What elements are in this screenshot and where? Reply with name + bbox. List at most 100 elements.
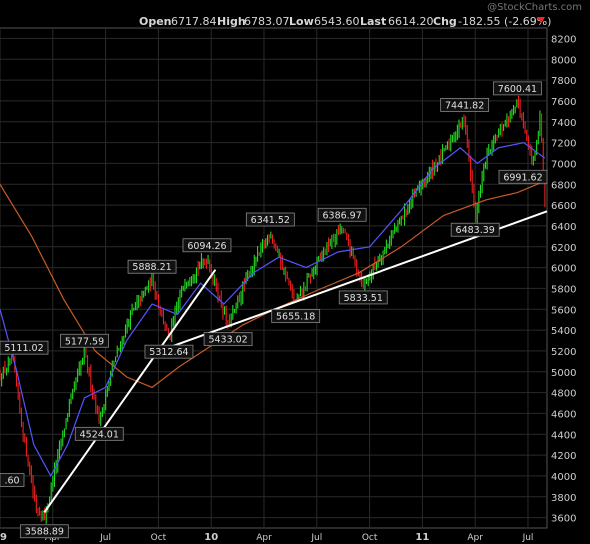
price-annotation: 5888.21 (127, 259, 177, 274)
annotation-text: 5888.21 (132, 262, 171, 273)
price-annotation: .60 (0, 473, 25, 487)
price-annotation: 5833.51 (338, 290, 388, 305)
y-tick-label: 3600 (551, 514, 576, 525)
y-tick-label: 5400 (551, 326, 576, 337)
annotation-text: 7600.41 (498, 84, 537, 95)
price-annotation: 5111.02 (0, 340, 49, 355)
annotation-box (317, 207, 367, 222)
annotation-text: 5433.02 (208, 335, 247, 346)
annotation-text: 5111.02 (4, 343, 43, 354)
price-annotation: 5655.18 (271, 309, 321, 323)
high-label: High (217, 15, 246, 28)
y-tick-label: 8200 (551, 34, 576, 45)
chg-value: -182.55 (-2.69%) (458, 15, 552, 28)
x-tick-label: Jul (522, 533, 534, 543)
y-tick-label: 6600 (551, 201, 576, 212)
annotation-box (144, 344, 194, 359)
annotation-box (203, 332, 253, 347)
x-tick-label: 11 (415, 532, 429, 543)
y-tick-label: 6800 (551, 180, 576, 191)
annotation-text: 5312.64 (149, 347, 188, 358)
y-tick-label: 5000 (551, 368, 576, 379)
x-tick-label: Apr (256, 533, 272, 543)
annotation-box (338, 290, 388, 305)
annotation-text: 6991.62 (503, 172, 542, 183)
x-tick-label: Jul (310, 533, 322, 543)
x-tick-label: 10 (204, 532, 218, 543)
annotation-box (450, 222, 500, 237)
y-tick-label: 4200 (551, 451, 576, 462)
last-value: 6614.20 (388, 15, 434, 28)
down-triangle-icon (537, 17, 545, 23)
annotation-text: 5177.59 (65, 336, 104, 347)
annotation-box (0, 340, 49, 355)
annotation-box (245, 212, 295, 227)
x-tick-label: Oct (362, 533, 378, 543)
price-annotation: 5177.59 (60, 333, 109, 348)
trendline (43, 269, 217, 513)
y-tick-label: 8000 (551, 55, 576, 66)
open-value: 6717.84 (171, 15, 217, 28)
annotation-box (19, 524, 69, 539)
annotation-text: 5833.51 (344, 293, 383, 304)
annotation-box (74, 426, 124, 441)
y-tick-label: 7000 (551, 159, 576, 170)
y-tick-label: 5600 (551, 305, 576, 316)
moving-average-short (0, 141, 546, 478)
open-label: Open (139, 15, 172, 28)
y-tick-label: 7400 (551, 118, 576, 129)
annotation-text: .60 (4, 476, 19, 487)
price-bars (0, 95, 546, 524)
last-label: Last (360, 15, 387, 28)
y-tick-label: 5200 (551, 347, 576, 358)
price-annotation: 5312.64 (144, 344, 194, 359)
annotation-text: 5655.18 (276, 312, 315, 323)
annotation-text: 7441.82 (445, 100, 484, 111)
y-tick-label: 6200 (551, 243, 576, 254)
price-annotation: 6483.39 (450, 222, 500, 237)
y-tick-label: 7200 (551, 139, 576, 150)
price-annotation: 3588.89 (19, 524, 69, 539)
annotation-box (60, 333, 109, 348)
annotation-text: 6094.26 (187, 241, 226, 252)
y-tick-label: 4800 (551, 389, 576, 400)
y-tick-label: 6400 (551, 222, 576, 233)
y-tick-label: 4600 (551, 409, 576, 420)
annotation-box (0, 473, 25, 487)
x-tick-label: Apr (467, 533, 483, 543)
low-value: 6543.60 (314, 15, 360, 28)
y-tick-label: 3800 (551, 493, 576, 504)
annotation-box (440, 97, 490, 112)
price-annotation: 6341.52 (245, 212, 295, 227)
price-annotation: 7441.82 (440, 97, 490, 112)
x-tick-label: Oct (151, 533, 167, 543)
price-annotation: 7600.41 (493, 81, 542, 96)
annotation-box (498, 169, 548, 184)
price-annotation: 6991.62 (498, 169, 548, 184)
y-tick-label: 7600 (551, 97, 576, 108)
annotation-box (127, 259, 177, 274)
annotation-text: 4524.01 (80, 429, 119, 440)
price-annotation: 5433.02 (203, 332, 253, 347)
annotation-text: 6341.52 (251, 215, 290, 226)
moving-average-long (0, 180, 546, 389)
x-tick-label: 09 (0, 532, 7, 543)
price-annotation: 6094.26 (182, 238, 232, 253)
annotation-text: 6386.97 (322, 210, 361, 221)
y-tick-label: 5800 (551, 284, 576, 295)
y-tick-label: 4400 (551, 430, 576, 441)
annotation-text: 6483.39 (456, 225, 495, 236)
low-label: Low (289, 15, 314, 28)
y-tick-label: 4000 (551, 472, 576, 483)
price-annotation: 6386.97 (317, 207, 367, 222)
annotation-text: 3588.89 (25, 527, 64, 538)
annotation-box (182, 238, 232, 253)
x-tick-label: Jul (99, 533, 111, 543)
high-value: 6783.07 (244, 15, 290, 28)
price-annotation: 4524.01 (74, 426, 124, 441)
chg-label: Chg (433, 15, 457, 28)
annotation-box (271, 309, 321, 323)
price-header: Open 6717.84 High 6783.07 Low 6543.60 La… (0, 0, 590, 28)
